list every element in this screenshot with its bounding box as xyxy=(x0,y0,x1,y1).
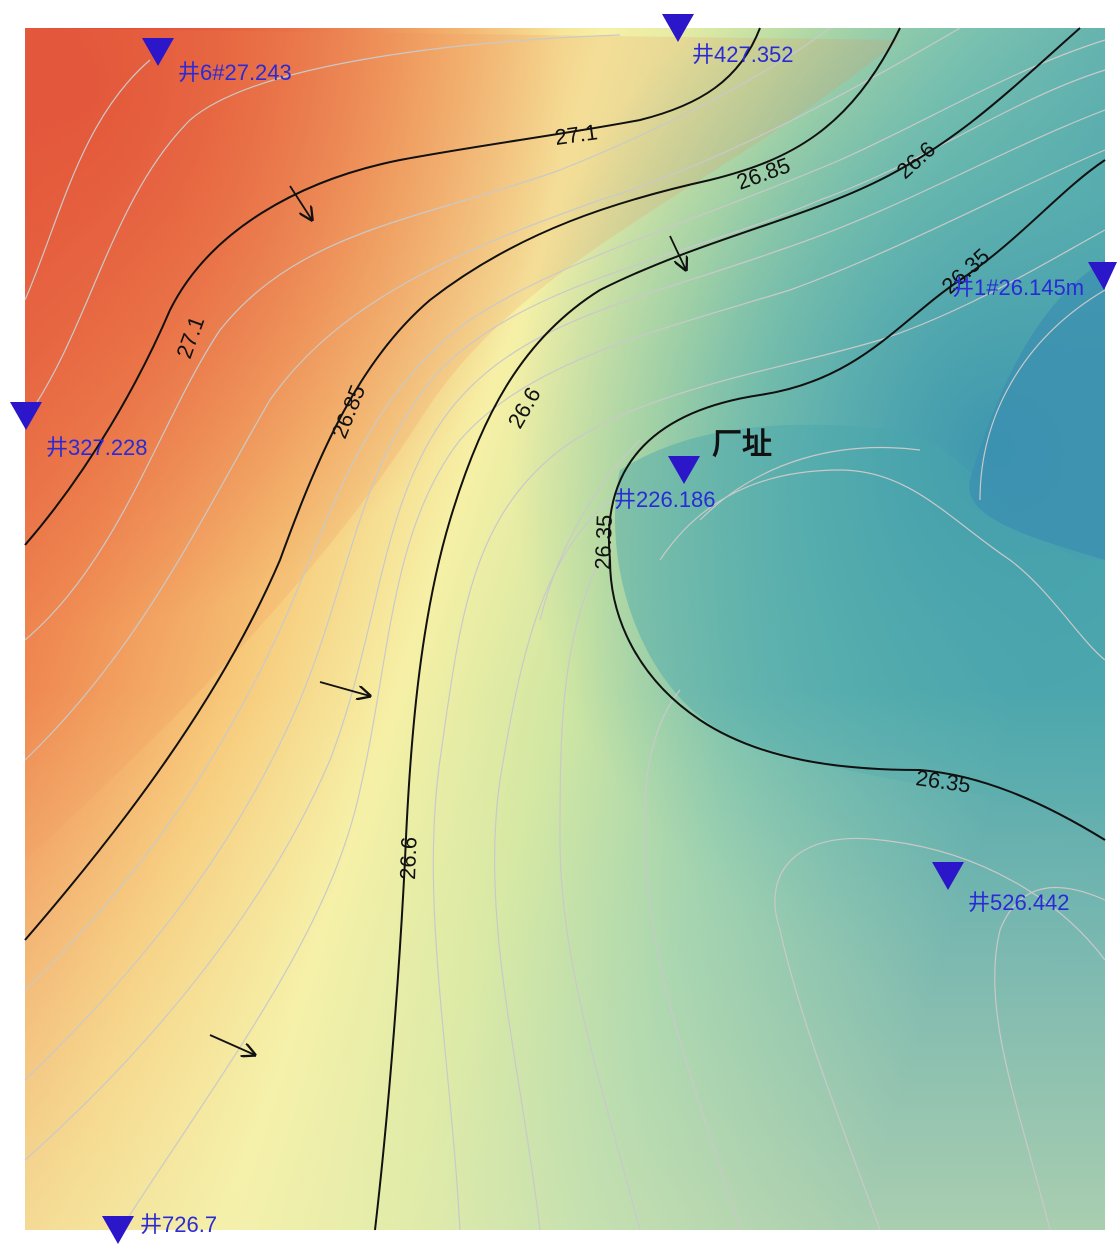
well-label: 井226.186 xyxy=(614,487,716,512)
contour-26.6 xyxy=(374,27,1081,1231)
flow-arrows xyxy=(209,185,686,1055)
well-marker-icon xyxy=(142,38,174,66)
well-label: 井327.228 xyxy=(46,435,148,460)
contour-26.85 xyxy=(24,27,901,941)
well-marker-icon xyxy=(662,14,694,42)
flow-direction-arrow-icon xyxy=(289,185,312,220)
well-label: 井526.442 xyxy=(968,890,1070,915)
well-label: 井6#27.243 xyxy=(178,60,292,85)
well-label: 井427.352 xyxy=(692,42,794,67)
well-label: 井726.7 xyxy=(140,1212,217,1237)
flow-direction-arrow-icon xyxy=(209,1034,255,1055)
wells: 井6#27.243 井427.352 井1#26.145m 井327.228 井… xyxy=(10,14,1117,1244)
flow-direction-arrow-icon xyxy=(669,235,686,270)
contour-26.35-b xyxy=(609,559,1106,841)
contour-label: 27.1 xyxy=(553,119,599,150)
contour-label: 26.35 xyxy=(590,514,617,570)
contour-27.1 xyxy=(24,27,761,546)
contour-26.35-a xyxy=(607,159,1106,561)
well-marker-icon xyxy=(102,1216,134,1244)
color-field xyxy=(25,28,1105,1230)
site-label: 厂址 xyxy=(712,427,772,462)
contour-label: 26.6 xyxy=(395,837,421,881)
well-marker-icon xyxy=(668,456,700,484)
flow-direction-arrow-icon xyxy=(319,681,370,696)
well-marker-icon xyxy=(932,862,964,890)
major-contours xyxy=(24,27,1106,1231)
well-label: 井1#26.145m xyxy=(952,275,1084,300)
well-marker-icon xyxy=(1088,262,1117,290)
minor-contours xyxy=(24,27,1106,1231)
well-marker-icon xyxy=(10,402,42,430)
